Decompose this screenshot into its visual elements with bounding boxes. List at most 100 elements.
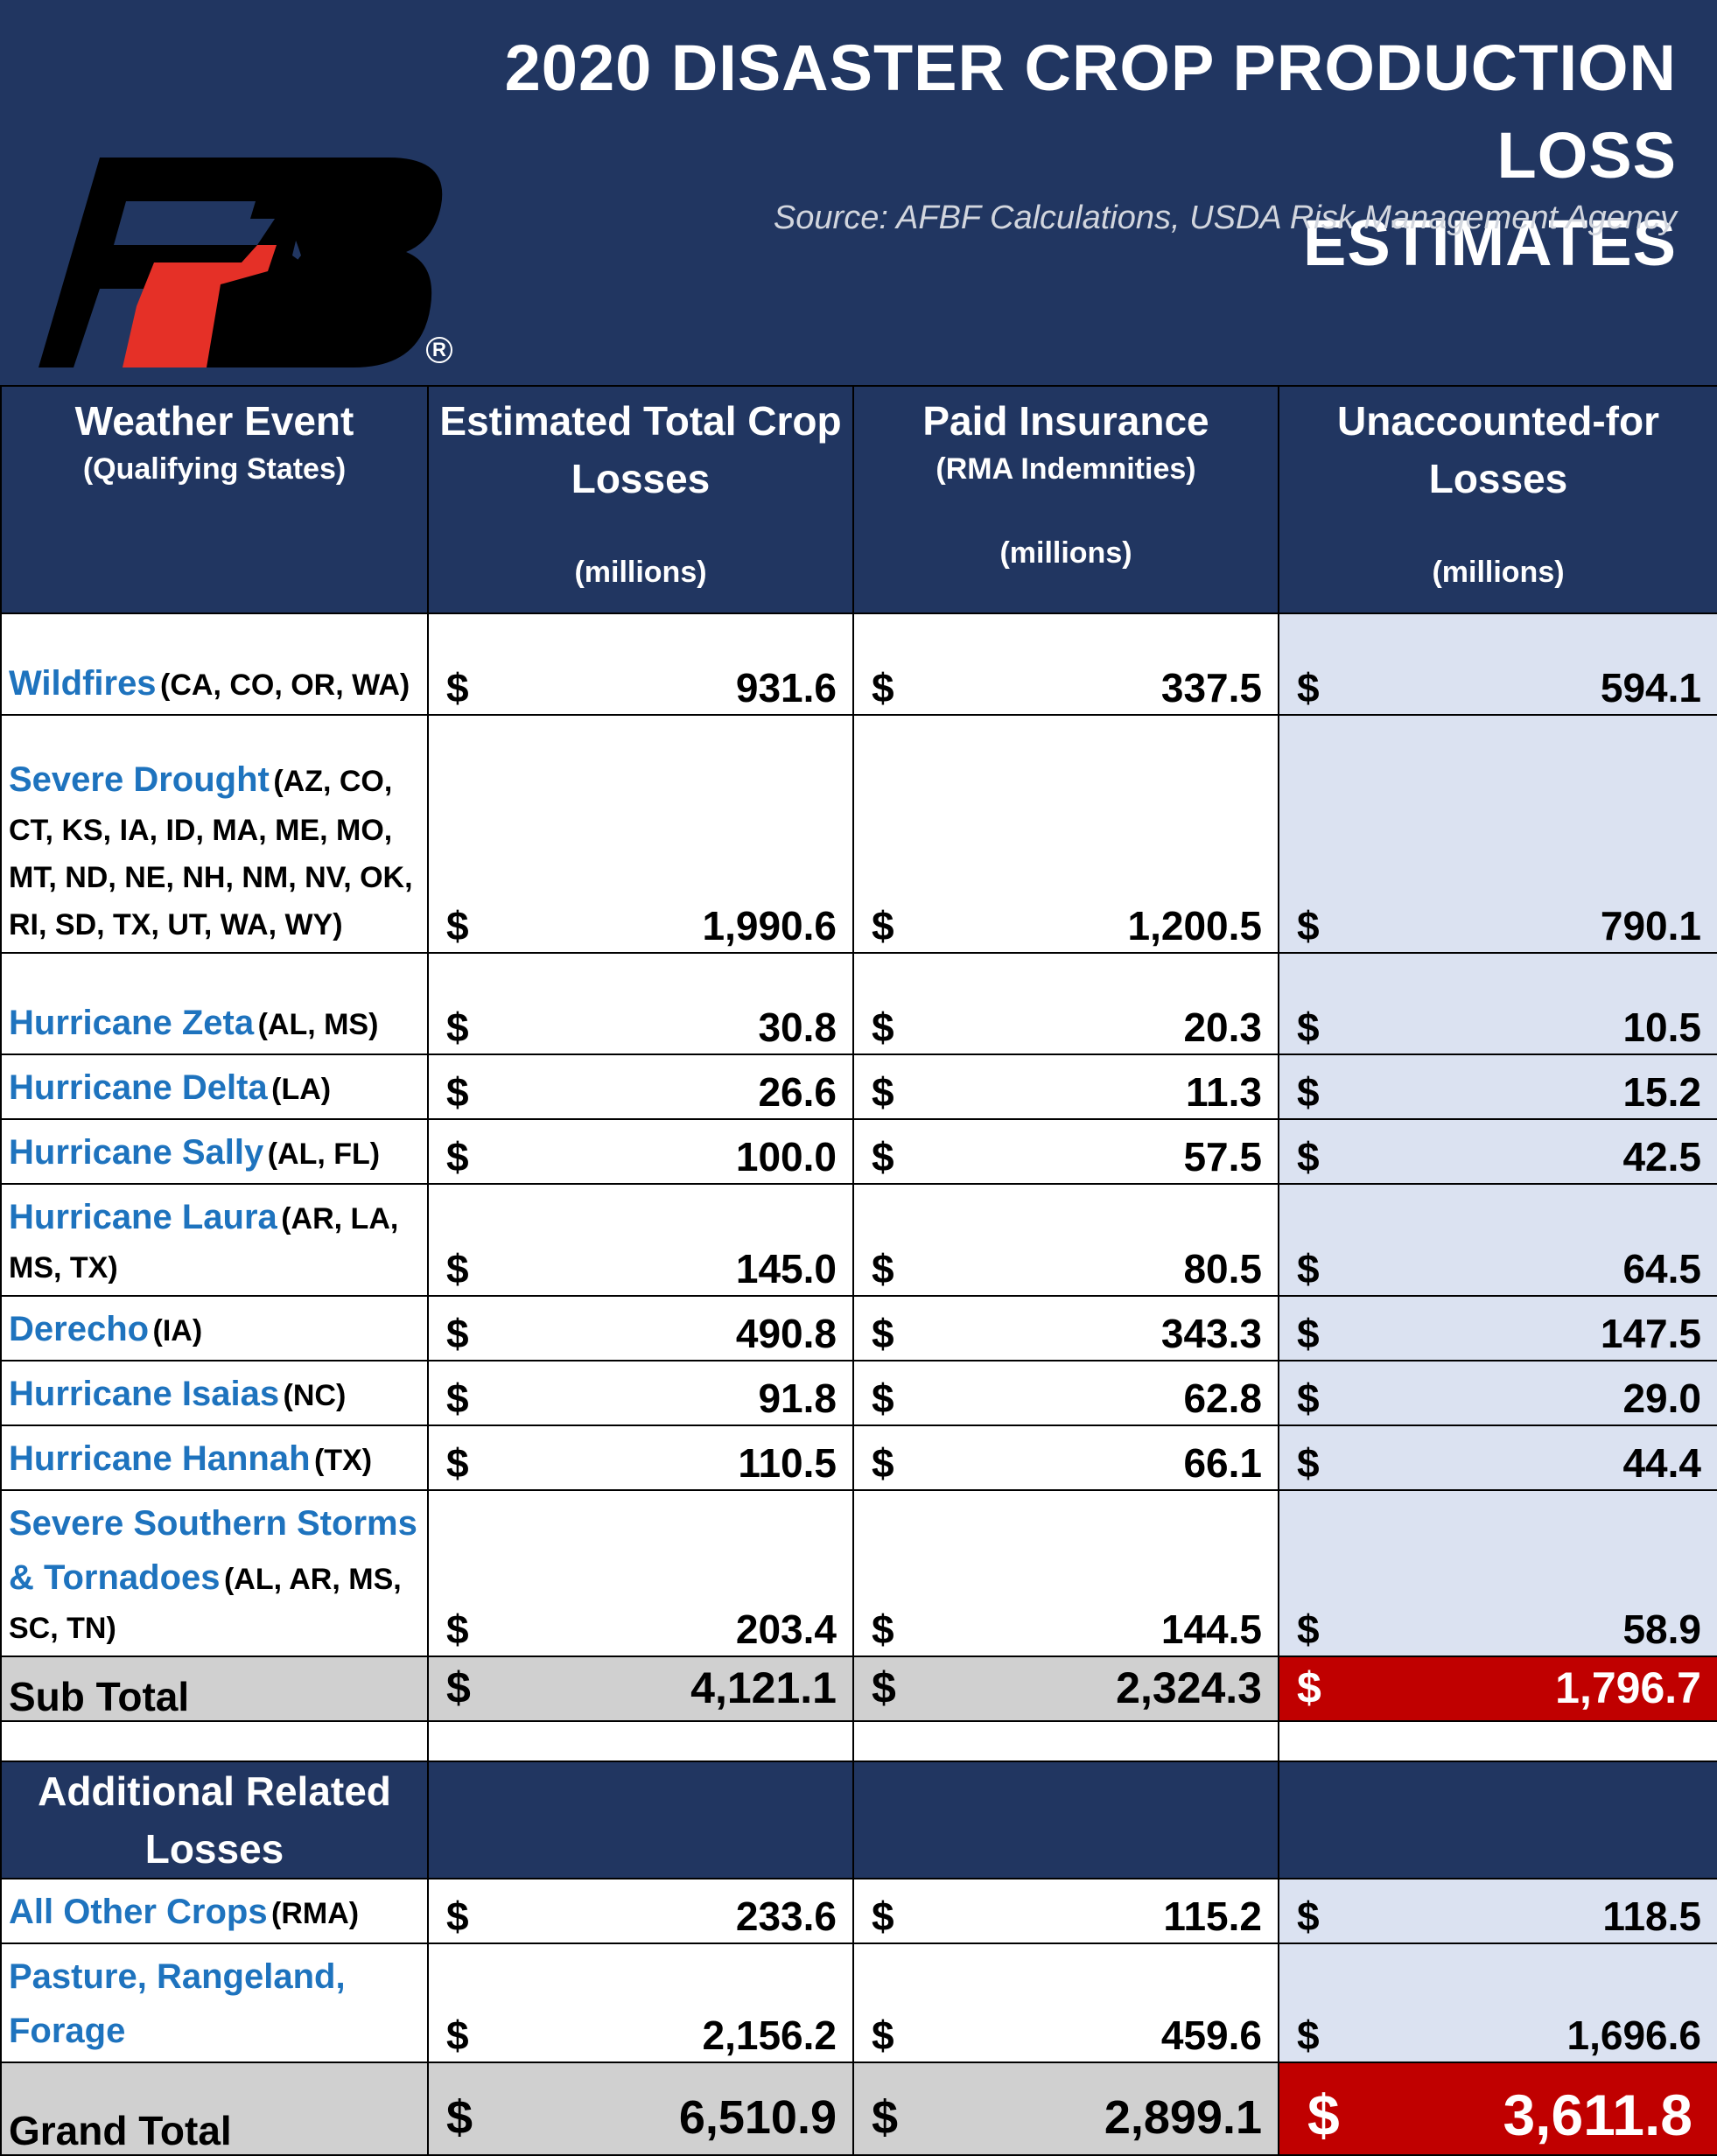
event-cell: Hurricane Hannah (TX): [0, 1424, 429, 1491]
unaccounted-cell: $64.5: [1278, 1183, 1717, 1297]
event-states: (AR, LA, MS, TX): [9, 1202, 399, 1284]
grandtotal-total: $6,510.9: [427, 2062, 854, 2156]
paid-insurance-cell: $62.8: [852, 1360, 1279, 1426]
paid-insurance-cell: $20.3: [852, 952, 1279, 1055]
unaccounted-cell: $147.5: [1278, 1295, 1717, 1362]
grandtotal-row: Grand Total $6,510.9 $2,899.1 $3,611.8: [0, 2062, 1717, 2156]
unaccounted-cell: $10.5: [1278, 952, 1717, 1055]
spacer-row: [0, 1720, 1717, 1762]
event-states: (LA): [271, 1073, 332, 1106]
event-states: (IA): [152, 1314, 203, 1348]
additional-rows: All Other Crops (RMA) $233.6 $115.2 $118.5 P…: [0, 1878, 1717, 2063]
subtotal-paid: $2,324.3: [852, 1656, 1279, 1722]
event-name: Hurricane Hannah: [9, 1439, 311, 1478]
event-states: (AL, FL): [267, 1138, 381, 1171]
event-name: Severe Drought: [9, 760, 270, 799]
paid-insurance-cell: $144.5: [852, 1489, 1279, 1657]
title-line-1: 2020 DISASTER CROP PRODUCTION LOSS: [504, 32, 1677, 192]
total-loss-cell: $931.6: [427, 612, 854, 716]
subtotal-unaccounted: $1,796.7: [1278, 1656, 1717, 1722]
table-row: Hurricane Zeta (AL, MS) $30.8 $20.3 $10.5: [0, 952, 1717, 1055]
total-loss-cell: $145.0: [427, 1183, 854, 1297]
event-states: (AZ, CO, CT, KS, IA, ID, MA, ME, MO, MT,…: [9, 765, 413, 942]
event-name: Hurricane Laura: [9, 1198, 277, 1236]
event-cell: Hurricane Isaias (NC): [0, 1360, 429, 1426]
event-name: Hurricane Isaias: [9, 1375, 280, 1413]
column-header-row: Weather Event (Qualifying States) Estima…: [0, 385, 1717, 614]
paid-insurance-cell: $1,200.5: [852, 714, 1279, 954]
table-row: Wildfires (CA, CO, OR, WA) $931.6 $337.5 $5…: [0, 612, 1717, 716]
event-cell: Hurricane Zeta (AL, MS): [0, 952, 429, 1055]
event-name: Hurricane Zeta: [9, 1004, 255, 1042]
event-cell: Severe Drought (AZ, CO, CT, KS, IA, ID, …: [0, 714, 429, 954]
total-loss-cell: $490.8: [427, 1295, 854, 1362]
event-cell: Pasture, Rangeland, Forage: [0, 1942, 429, 2063]
col-weather-event: Weather Event (Qualifying States): [0, 385, 429, 614]
paid-insurance-cell: $337.5: [852, 612, 1279, 716]
total-loss-cell: $203.4: [427, 1489, 854, 1657]
event-cell: Hurricane Sally (AL, FL): [0, 1118, 429, 1185]
total-loss-cell: $110.5: [427, 1424, 854, 1491]
total-loss-cell: $2,156.2: [427, 1942, 854, 2063]
loss-table: Weather Event (Qualifying States) Estima…: [0, 385, 1717, 2156]
paid-insurance-cell: $115.2: [852, 1878, 1279, 1944]
paid-insurance-cell: $57.5: [852, 1118, 1279, 1185]
table-row: All Other Crops (RMA) $233.6 $115.2 $118.5: [0, 1878, 1717, 1944]
header-banner: FB R 2020 DISASTER CROP PRODUCTION LOSS …: [0, 0, 1717, 385]
event-name: Derecho: [9, 1310, 150, 1348]
registered-mark: R: [426, 337, 452, 363]
event-name: Pasture, Rangeland, Forage: [9, 1957, 346, 2050]
source-note: Source: AFBF Calculations, USDA Risk Man…: [773, 200, 1677, 236]
event-states: (NC): [283, 1379, 347, 1412]
paid-insurance-cell: $11.3: [852, 1054, 1279, 1120]
event-cell: Derecho (IA): [0, 1295, 429, 1362]
col-estimated-total: Estimated Total Crop Losses (millions): [427, 385, 854, 614]
unaccounted-cell: $790.1: [1278, 714, 1717, 954]
table-row: Hurricane Delta (LA) $26.6 $11.3 $15.2: [0, 1054, 1717, 1120]
paid-insurance-cell: $459.6: [852, 1942, 1279, 2063]
unaccounted-cell: $118.5: [1278, 1878, 1717, 1944]
paid-insurance-cell: $66.1: [852, 1424, 1279, 1491]
total-loss-cell: $100.0: [427, 1118, 854, 1185]
table-row: Hurricane Sally (AL, FL) $100.0 $57.5 $42.5: [0, 1118, 1717, 1185]
event-cell: Wildfires (CA, CO, OR, WA): [0, 612, 429, 716]
event-cell: Severe Southern Storms & Tornadoes (AL, …: [0, 1489, 429, 1657]
event-name: Wildfires: [9, 664, 157, 703]
event-name: Severe Southern Storms & Tornadoes: [9, 1504, 417, 1597]
unaccounted-cell: $15.2: [1278, 1054, 1717, 1120]
unaccounted-cell: $42.5: [1278, 1118, 1717, 1185]
table-row: Hurricane Hannah (TX) $110.5 $66.1 $44.4: [0, 1424, 1717, 1491]
subtotal-row: Sub Total $4,121.1 $2,324.3 $1,796.7: [0, 1656, 1717, 1722]
table-row: Severe Southern Storms & Tornadoes (AL, …: [0, 1489, 1717, 1657]
unaccounted-cell: $44.4: [1278, 1424, 1717, 1491]
table-row: Hurricane Laura (AR, LA, MS, TX) $145.0 $8…: [0, 1183, 1717, 1297]
event-states: (RMA): [271, 1897, 360, 1930]
grandtotal-paid: $2,899.1: [852, 2062, 1279, 2156]
page-title: 2020 DISASTER CROP PRODUCTION LOSS ESTIM…: [364, 24, 1677, 287]
col-paid-insurance: Paid Insurance (RMA Indemnities) (millio…: [852, 385, 1279, 614]
col-unaccounted: Unaccounted-for Losses (millions): [1278, 385, 1717, 614]
unaccounted-cell: $58.9: [1278, 1489, 1717, 1657]
table-row: Hurricane Isaias (NC) $91.8 $62.8 $29.0: [0, 1360, 1717, 1426]
total-loss-cell: $30.8: [427, 952, 854, 1055]
event-cell: All Other Crops (RMA): [0, 1878, 429, 1944]
grandtotal-unaccounted: $3,611.8: [1278, 2062, 1717, 2156]
event-states: (CA, CO, OR, WA): [160, 668, 410, 702]
unaccounted-cell: $1,696.6: [1278, 1942, 1717, 2063]
paid-insurance-cell: $343.3: [852, 1295, 1279, 1362]
subtotal-total: $4,121.1: [427, 1656, 854, 1722]
event-states: (AL, MS): [257, 1008, 379, 1041]
event-cell: Hurricane Delta (LA): [0, 1054, 429, 1120]
unaccounted-cell: $29.0: [1278, 1360, 1717, 1426]
event-cell: Hurricane Laura (AR, LA, MS, TX): [0, 1183, 429, 1297]
table-row: Pasture, Rangeland, Forage $2,156.2 $459.…: [0, 1942, 1717, 2063]
event-rows: Wildfires (CA, CO, OR, WA) $931.6 $337.5 $5…: [0, 612, 1717, 1657]
total-loss-cell: $26.6: [427, 1054, 854, 1120]
table-row: Derecho (IA) $490.8 $343.3 $147.5: [0, 1295, 1717, 1362]
subtotal-label: Sub Total: [0, 1656, 429, 1722]
total-loss-cell: $233.6: [427, 1878, 854, 1944]
event-name: Hurricane Delta: [9, 1068, 268, 1107]
additional-header-row: Additional Related Losses: [0, 1760, 1717, 1880]
additional-header: Additional Related Losses: [0, 1760, 429, 1880]
title-line-2: ESTIMATES: [1303, 206, 1677, 279]
